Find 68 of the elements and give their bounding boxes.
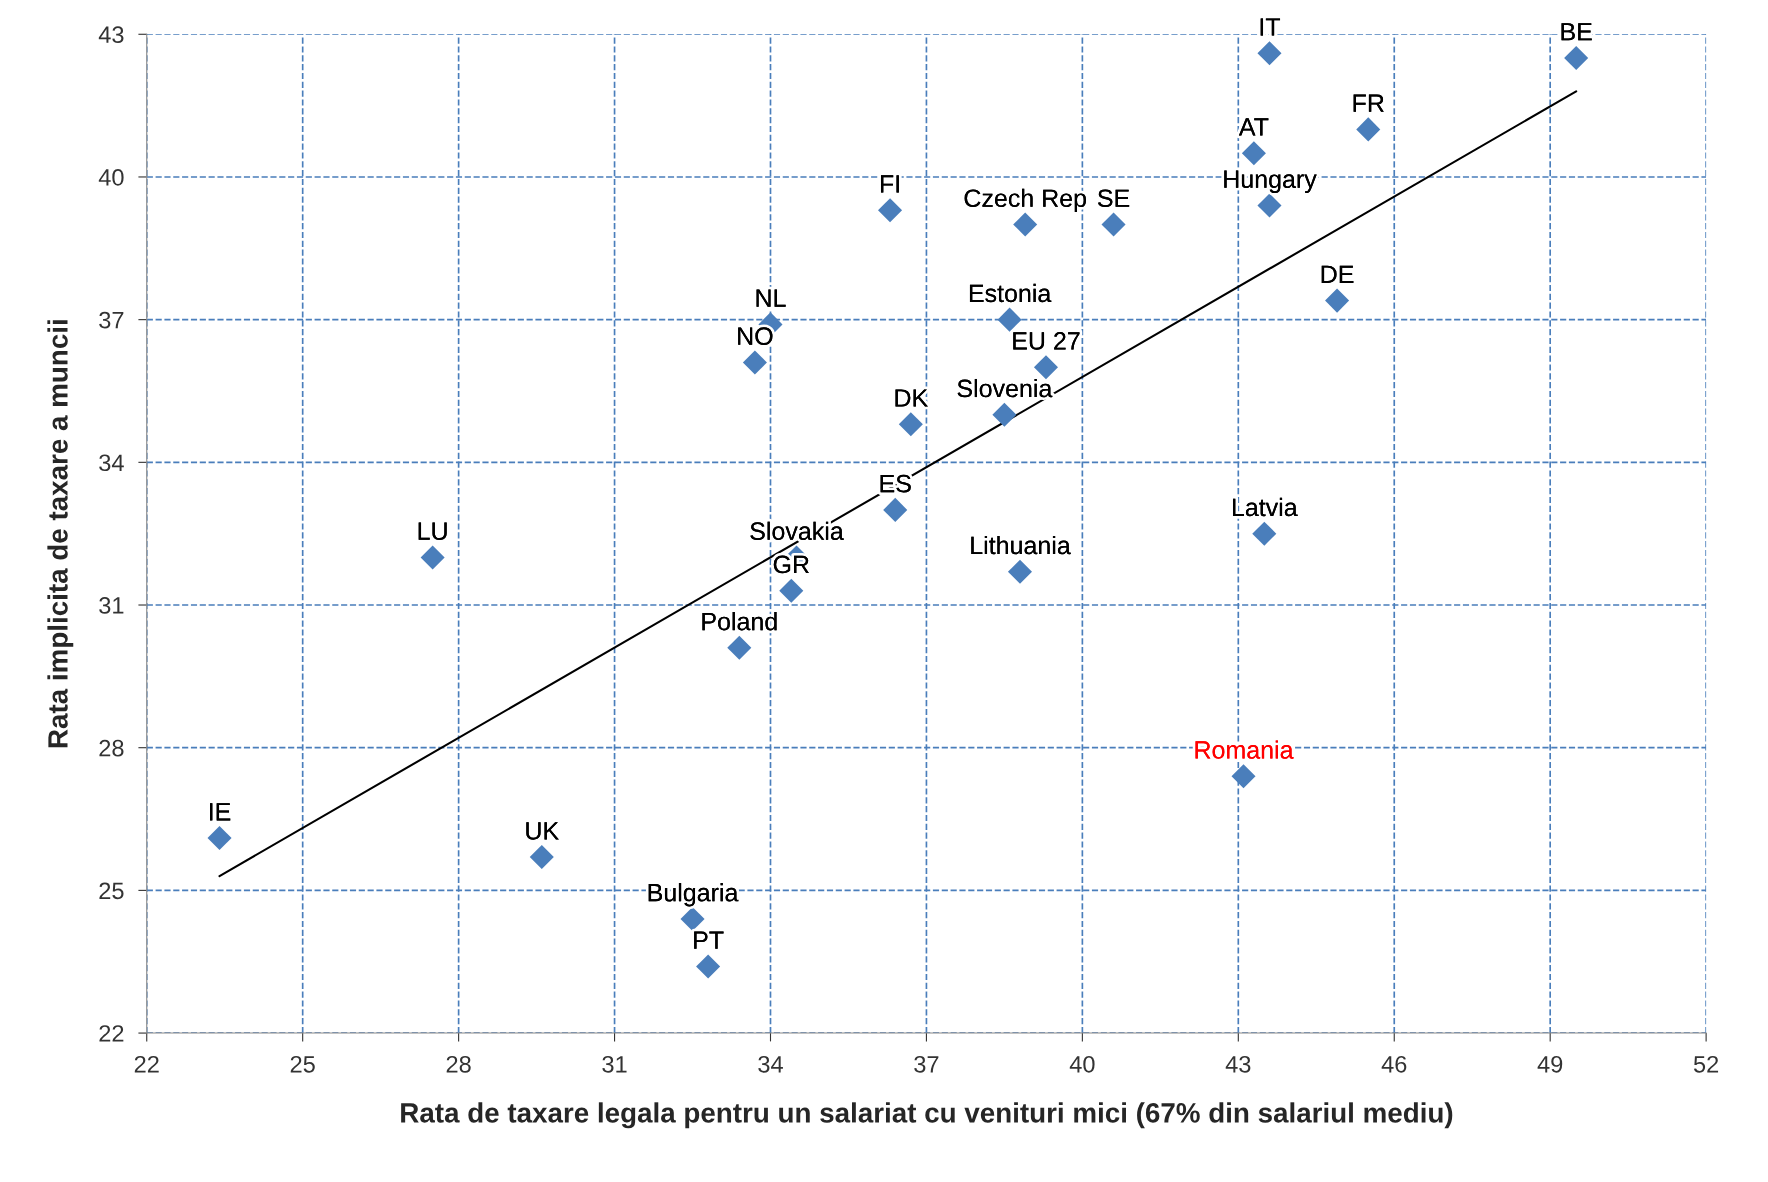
data-label: AT (1238, 118, 1269, 136)
y-tick-label: 40 (98, 169, 124, 186)
y-tick-label: 22 (99, 1025, 124, 1042)
data-label: DK (895, 389, 928, 407)
x-tick-label: 25 (290, 1055, 315, 1073)
data-label: Estonia (969, 283, 1052, 303)
data-label: IE (210, 803, 231, 821)
x-tick-label: 40 (1069, 1055, 1095, 1073)
data-label: Czech Rep (964, 188, 1086, 213)
x-tick-label: 37 (914, 1055, 939, 1073)
data-label: Latvia (1232, 497, 1298, 517)
data-label: Poland (702, 612, 777, 631)
point (1101, 212, 1126, 237)
y-tick-label: 37 (99, 311, 124, 329)
data-label: NL (756, 289, 786, 307)
point (1033, 355, 1059, 380)
x-axis-title: Rata de taxare legala pentru un salariat cu venituri mici (67% din salariul mediu) (401, 1102, 1453, 1129)
point (1241, 141, 1266, 166)
data-label: Hungary (1224, 170, 1317, 193)
point (1231, 764, 1256, 789)
point (1252, 521, 1277, 546)
point (1356, 117, 1381, 142)
x-tick-label: 43 (1225, 1055, 1251, 1073)
data-label: SE (1098, 189, 1130, 208)
point (1325, 288, 1350, 313)
point (883, 497, 908, 522)
point (997, 307, 1022, 332)
x-tick-label: 22 (134, 1055, 159, 1073)
x-tick-label: 52 (1693, 1055, 1719, 1073)
point (727, 635, 752, 660)
point (992, 402, 1017, 427)
data-label: DE (1321, 265, 1354, 283)
y-axis-title: Rata implicita de taxare a muncii (47, 320, 74, 748)
point (1257, 41, 1282, 66)
data-label: EU 27 (1013, 332, 1080, 350)
x-tick-label: 46 (1381, 1055, 1407, 1073)
y-tick-label: 28 (99, 739, 124, 757)
y-tick-label: 25 (99, 882, 124, 900)
data-label: PT (694, 931, 724, 949)
x-tick-label: 31 (602, 1055, 627, 1073)
x-tick-label: 49 (1537, 1055, 1563, 1073)
x-tick-label: 28 (446, 1055, 471, 1073)
point (898, 412, 923, 437)
point (1007, 559, 1033, 584)
data-label: UK (526, 822, 559, 840)
data-label: BE (1561, 23, 1592, 41)
data-label: IT (1260, 18, 1281, 36)
data-label: Slovenia (957, 378, 1053, 398)
point (207, 826, 232, 851)
point (420, 545, 445, 570)
point (742, 350, 767, 375)
data-label: Lithuania (971, 535, 1071, 555)
point (680, 906, 705, 931)
point (878, 198, 903, 223)
y-tick-label: 31 (99, 597, 124, 614)
data-label: FI (880, 175, 899, 193)
point (1257, 193, 1282, 218)
point (696, 954, 721, 979)
point (1013, 212, 1038, 237)
point (1564, 46, 1589, 71)
y-tick-label: 34 (99, 454, 124, 472)
data-label: FR (1353, 94, 1384, 112)
y-tick-label: 43 (98, 26, 124, 44)
point (529, 845, 554, 870)
x-tick-label: 34 (758, 1055, 783, 1073)
data-label: LU (418, 522, 447, 541)
data-label: NO (738, 327, 773, 346)
point (779, 578, 804, 603)
